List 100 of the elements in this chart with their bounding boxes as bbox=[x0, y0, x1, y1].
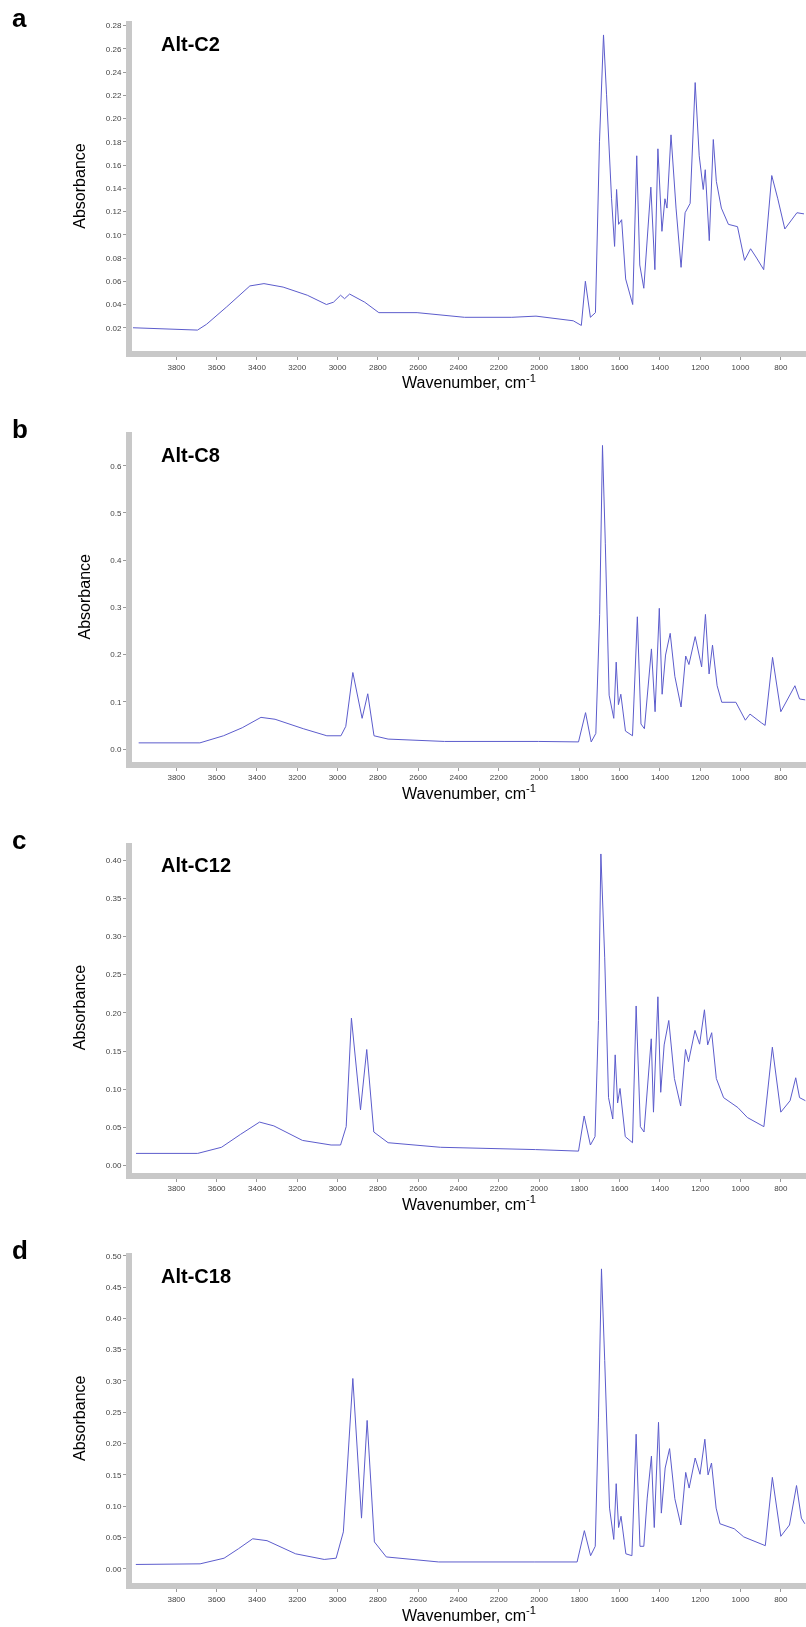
x-tick-label: 3800 bbox=[167, 1594, 186, 1604]
x-tick-label: 2600 bbox=[409, 773, 428, 783]
y-tick-label: 0.28 bbox=[105, 21, 122, 31]
x-tick-label: 3600 bbox=[207, 1184, 227, 1194]
y-tick-label: 0.50 bbox=[105, 1251, 122, 1261]
x-tick-label: 2400 bbox=[449, 773, 468, 783]
y-tick-label: 0.00 bbox=[105, 1161, 122, 1171]
x-axis-title: Wavenumber, cm$^{-1}$ bbox=[402, 1603, 536, 1624]
x-tick-label: 1200 bbox=[691, 773, 710, 783]
x-tick-label: 800 bbox=[774, 1184, 789, 1194]
x-axis-title: Wavenumber, cm$^{-1}$ bbox=[402, 782, 536, 803]
y-tick-label: 0.40 bbox=[105, 1314, 122, 1324]
x-tick-label: 3200 bbox=[288, 773, 307, 783]
y-tick-label: 0.26 bbox=[105, 44, 122, 54]
x-tick-label: 2000 bbox=[530, 773, 549, 783]
y-axis-title: Absorbance bbox=[71, 964, 89, 1051]
y-tick-label: 0.24 bbox=[105, 67, 122, 77]
x-tick-label: 2200 bbox=[489, 362, 509, 372]
x-tick-label: 2800 bbox=[368, 362, 388, 372]
x-tick-label: 3200 bbox=[288, 1594, 307, 1604]
y-tick-label: 0.30 bbox=[105, 1376, 122, 1386]
y-axis-title: Absorbance bbox=[71, 1375, 89, 1461]
x-tick-label: 2800 bbox=[368, 773, 388, 783]
y-tick-label: 0.08 bbox=[105, 253, 122, 263]
y-tick-label: 0.45 bbox=[105, 1282, 122, 1292]
text: a bbox=[12, 3, 27, 33]
x-tick-label: 3800 bbox=[167, 1184, 186, 1194]
y-tick-label: 0.05 bbox=[105, 1123, 122, 1133]
x-tick-label: 3800 bbox=[167, 773, 186, 783]
x-tick-label: 2600 bbox=[409, 1184, 428, 1194]
y-tick-label: 0.15 bbox=[105, 1046, 122, 1056]
y-tick-label: 0.02 bbox=[105, 323, 122, 333]
x-tick-label: 1000 bbox=[731, 1184, 750, 1194]
x-tick-label: 2800 bbox=[368, 1184, 388, 1194]
y-tick-label: 0.4 bbox=[110, 555, 122, 565]
x-tick-label: 1600 bbox=[610, 1594, 630, 1604]
y-tick-label: 0.0 bbox=[110, 744, 122, 754]
y-axis-title: Absorbance bbox=[75, 553, 93, 640]
y-tick-label: 0.20 bbox=[105, 1439, 122, 1449]
y-tick-label: 0.06 bbox=[105, 277, 122, 287]
line-series bbox=[135, 1268, 806, 1565]
x-tick-label: 2200 bbox=[489, 773, 509, 783]
x-tick-label: 3400 bbox=[248, 1184, 267, 1194]
x-tick-label: 2000 bbox=[530, 362, 549, 372]
x-tick-label: 2000 bbox=[530, 1594, 549, 1604]
x-tick-label: 3400 bbox=[248, 773, 267, 783]
x-tick-label: 1400 bbox=[651, 1594, 670, 1604]
x-tick-label: 1400 bbox=[651, 362, 670, 372]
x-tick-label: 800 bbox=[774, 773, 789, 783]
line-series bbox=[138, 444, 806, 744]
x-tick-label: 3400 bbox=[248, 362, 267, 372]
line-series bbox=[132, 34, 805, 331]
x-tick-label: 2200 bbox=[489, 1184, 509, 1194]
x-axis-title: Wavenumber, cm$^{-1}$ bbox=[402, 371, 536, 392]
y-tick-label: 0.40 bbox=[105, 855, 122, 865]
x-tick-label: 1200 bbox=[691, 1594, 710, 1604]
y-tick-label: 0.22 bbox=[105, 91, 122, 101]
y-tick-label: 0.00 bbox=[105, 1564, 122, 1574]
text: b bbox=[12, 414, 28, 444]
y-tick-label: 0.12 bbox=[105, 207, 122, 217]
x-tick-label: 3200 bbox=[288, 1184, 307, 1194]
x-tick-label: 1800 bbox=[570, 1184, 589, 1194]
x-tick-label: 1200 bbox=[691, 1184, 710, 1194]
x-tick-label: 1800 bbox=[570, 1594, 589, 1604]
x-tick-label: 2600 bbox=[409, 362, 428, 372]
x-tick-label: 3800 bbox=[167, 362, 186, 372]
x-tick-label: 1000 bbox=[731, 773, 750, 783]
line-series bbox=[135, 853, 806, 1154]
x-tick-label: 2400 bbox=[449, 1184, 468, 1194]
x-tick-label: 1400 bbox=[651, 1184, 670, 1194]
y-tick-label: 0.16 bbox=[105, 160, 122, 170]
x-tick-label: 2400 bbox=[449, 1594, 468, 1604]
y-tick-label: 0.2 bbox=[110, 650, 122, 660]
y-tick-label: 0.6 bbox=[110, 461, 122, 471]
x-tick-label: 2200 bbox=[489, 1594, 509, 1604]
y-tick-label: 0.35 bbox=[105, 1345, 122, 1355]
x-tick-label: 1000 bbox=[731, 362, 750, 372]
x-tick-label: 1800 bbox=[570, 773, 589, 783]
x-tick-label: 2400 bbox=[449, 362, 468, 372]
text: c bbox=[12, 825, 27, 855]
text: Alt-C8 bbox=[161, 444, 220, 466]
y-tick-label: 0.05 bbox=[105, 1533, 122, 1543]
x-tick-label: 3600 bbox=[207, 1594, 227, 1604]
y-tick-label: 0.25 bbox=[105, 970, 122, 980]
x-tick-label: 3000 bbox=[328, 1184, 347, 1194]
x-axis-title: Wavenumber, cm$^{-1}$ bbox=[402, 1193, 536, 1213]
x-tick-label: 2000 bbox=[530, 1184, 549, 1194]
y-tick-label: 0.3 bbox=[110, 603, 122, 613]
y-tick-label: 0.10 bbox=[105, 1502, 122, 1512]
y-tick-label: 0.14 bbox=[105, 184, 122, 194]
x-tick-label: 1000 bbox=[731, 1594, 750, 1604]
x-tick-label: 800 bbox=[774, 362, 789, 372]
y-tick-label: 0.18 bbox=[105, 137, 122, 147]
y-tick-label: 0.30 bbox=[105, 932, 122, 942]
y-tick-label: 0.1 bbox=[110, 697, 122, 707]
y-tick-label: 0.35 bbox=[105, 894, 122, 904]
y-tick-label: 0.10 bbox=[105, 230, 122, 240]
x-tick-label: 3200 bbox=[288, 362, 307, 372]
x-tick-label: 2600 bbox=[409, 1594, 428, 1604]
x-tick-label: 2800 bbox=[368, 1594, 388, 1604]
